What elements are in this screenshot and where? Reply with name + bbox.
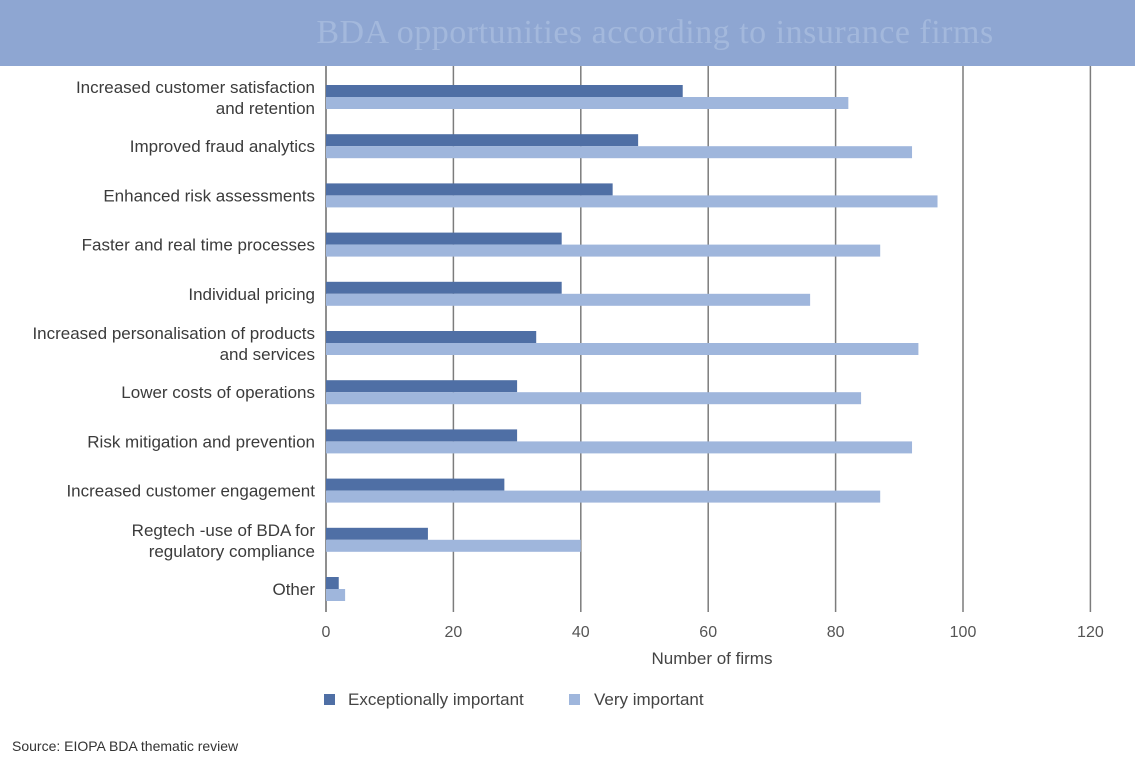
x-tick-label: 120	[1077, 624, 1104, 641]
legend-label: Very important	[594, 690, 704, 709]
x-tick-label: 100	[950, 624, 977, 641]
category-label: regulatory compliance	[149, 542, 315, 561]
category-label: Increased customer engagement	[66, 482, 315, 501]
bar-exceptionally-important	[326, 183, 613, 196]
bar-very-important	[326, 392, 862, 405]
bar-very-important	[326, 146, 913, 159]
bar-exceptionally-important	[326, 331, 537, 343]
x-tick-label: 0	[322, 624, 331, 641]
category-label: Other	[272, 580, 315, 599]
legend-swatch-exceptionally-important	[324, 694, 335, 705]
bar-very-important	[326, 244, 881, 257]
source-note: Source: EIOPA BDA thematic review	[12, 738, 239, 754]
bar-exceptionally-important	[326, 232, 562, 245]
bar-very-important	[326, 97, 849, 109]
category-label: Increased personalisation of products	[32, 324, 315, 343]
bar-exceptionally-important	[326, 429, 518, 442]
x-axis-title: Number of firms	[652, 649, 773, 668]
x-tick-label: 80	[827, 624, 845, 641]
category-label: Regtech -use of BDA for	[132, 521, 316, 540]
category-label: Risk mitigation and prevention	[87, 432, 315, 451]
bar-exceptionally-important	[326, 577, 339, 589]
category-label: Lower costs of operations	[121, 383, 315, 402]
x-tick-label: 60	[699, 624, 717, 641]
category-label: Improved fraud analytics	[130, 137, 315, 156]
x-tick-label: 40	[572, 624, 590, 641]
category-label: and retention	[216, 99, 315, 118]
bar-exceptionally-important	[326, 134, 639, 147]
bar-very-important	[326, 293, 811, 306]
legend-label: Exceptionally important	[348, 690, 524, 709]
bar-very-important	[326, 195, 938, 208]
category-label: Increased customer satisfaction	[76, 78, 315, 97]
x-tick-label: 20	[445, 624, 463, 641]
bar-exceptionally-important	[326, 85, 683, 97]
title-bar	[0, 0, 1135, 66]
chart-title: BDA opportunities according to insurance…	[316, 14, 994, 51]
category-label: Faster and real time processes	[82, 236, 315, 255]
category-label: Enhanced risk assessments	[103, 186, 315, 205]
bar-very-important	[326, 589, 346, 601]
bar-exceptionally-important	[326, 380, 518, 393]
bar-exceptionally-important	[326, 527, 428, 540]
bar-very-important	[326, 343, 919, 355]
bar-exceptionally-important	[326, 478, 505, 491]
bar-very-important	[326, 539, 581, 552]
bar-very-important	[326, 441, 913, 454]
bar-exceptionally-important	[326, 281, 562, 294]
category-label: Individual pricing	[188, 285, 315, 304]
bar-very-important	[326, 490, 881, 503]
legend-swatch-very-important	[569, 694, 580, 705]
category-label: and services	[220, 345, 315, 364]
